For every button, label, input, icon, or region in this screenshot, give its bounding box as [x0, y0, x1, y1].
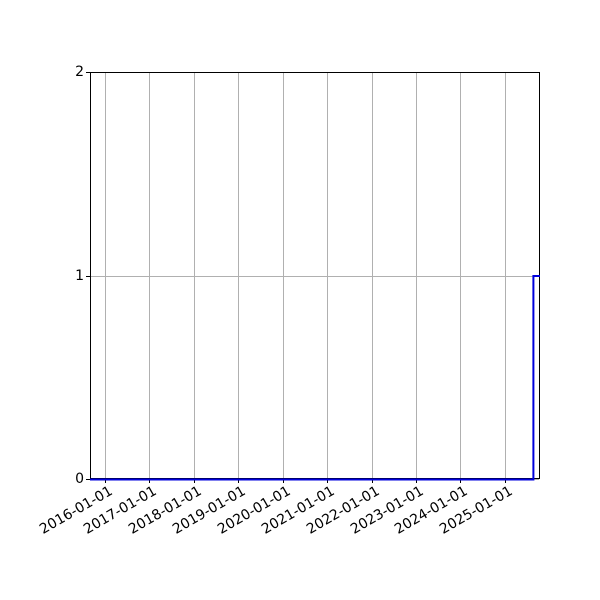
x-tick-mark: [416, 479, 417, 483]
y-tick-label: 2: [75, 64, 84, 80]
x-tick-mark: [505, 479, 506, 483]
y-tick-mark: [86, 276, 90, 277]
x-tick-mark: [194, 479, 195, 483]
y-tick-mark: [86, 479, 90, 480]
x-tick-mark: [238, 479, 239, 483]
x-tick-mark: [149, 479, 150, 483]
x-tick-mark: [460, 479, 461, 483]
y-tick-mark: [86, 72, 90, 73]
x-tick-mark: [372, 479, 373, 483]
y-tick-label: 1: [75, 268, 84, 284]
x-tick-mark: [283, 479, 284, 483]
y-tick-label: 0: [75, 471, 84, 487]
x-tick-mark: [327, 479, 328, 483]
x-tick-mark: [105, 479, 106, 483]
